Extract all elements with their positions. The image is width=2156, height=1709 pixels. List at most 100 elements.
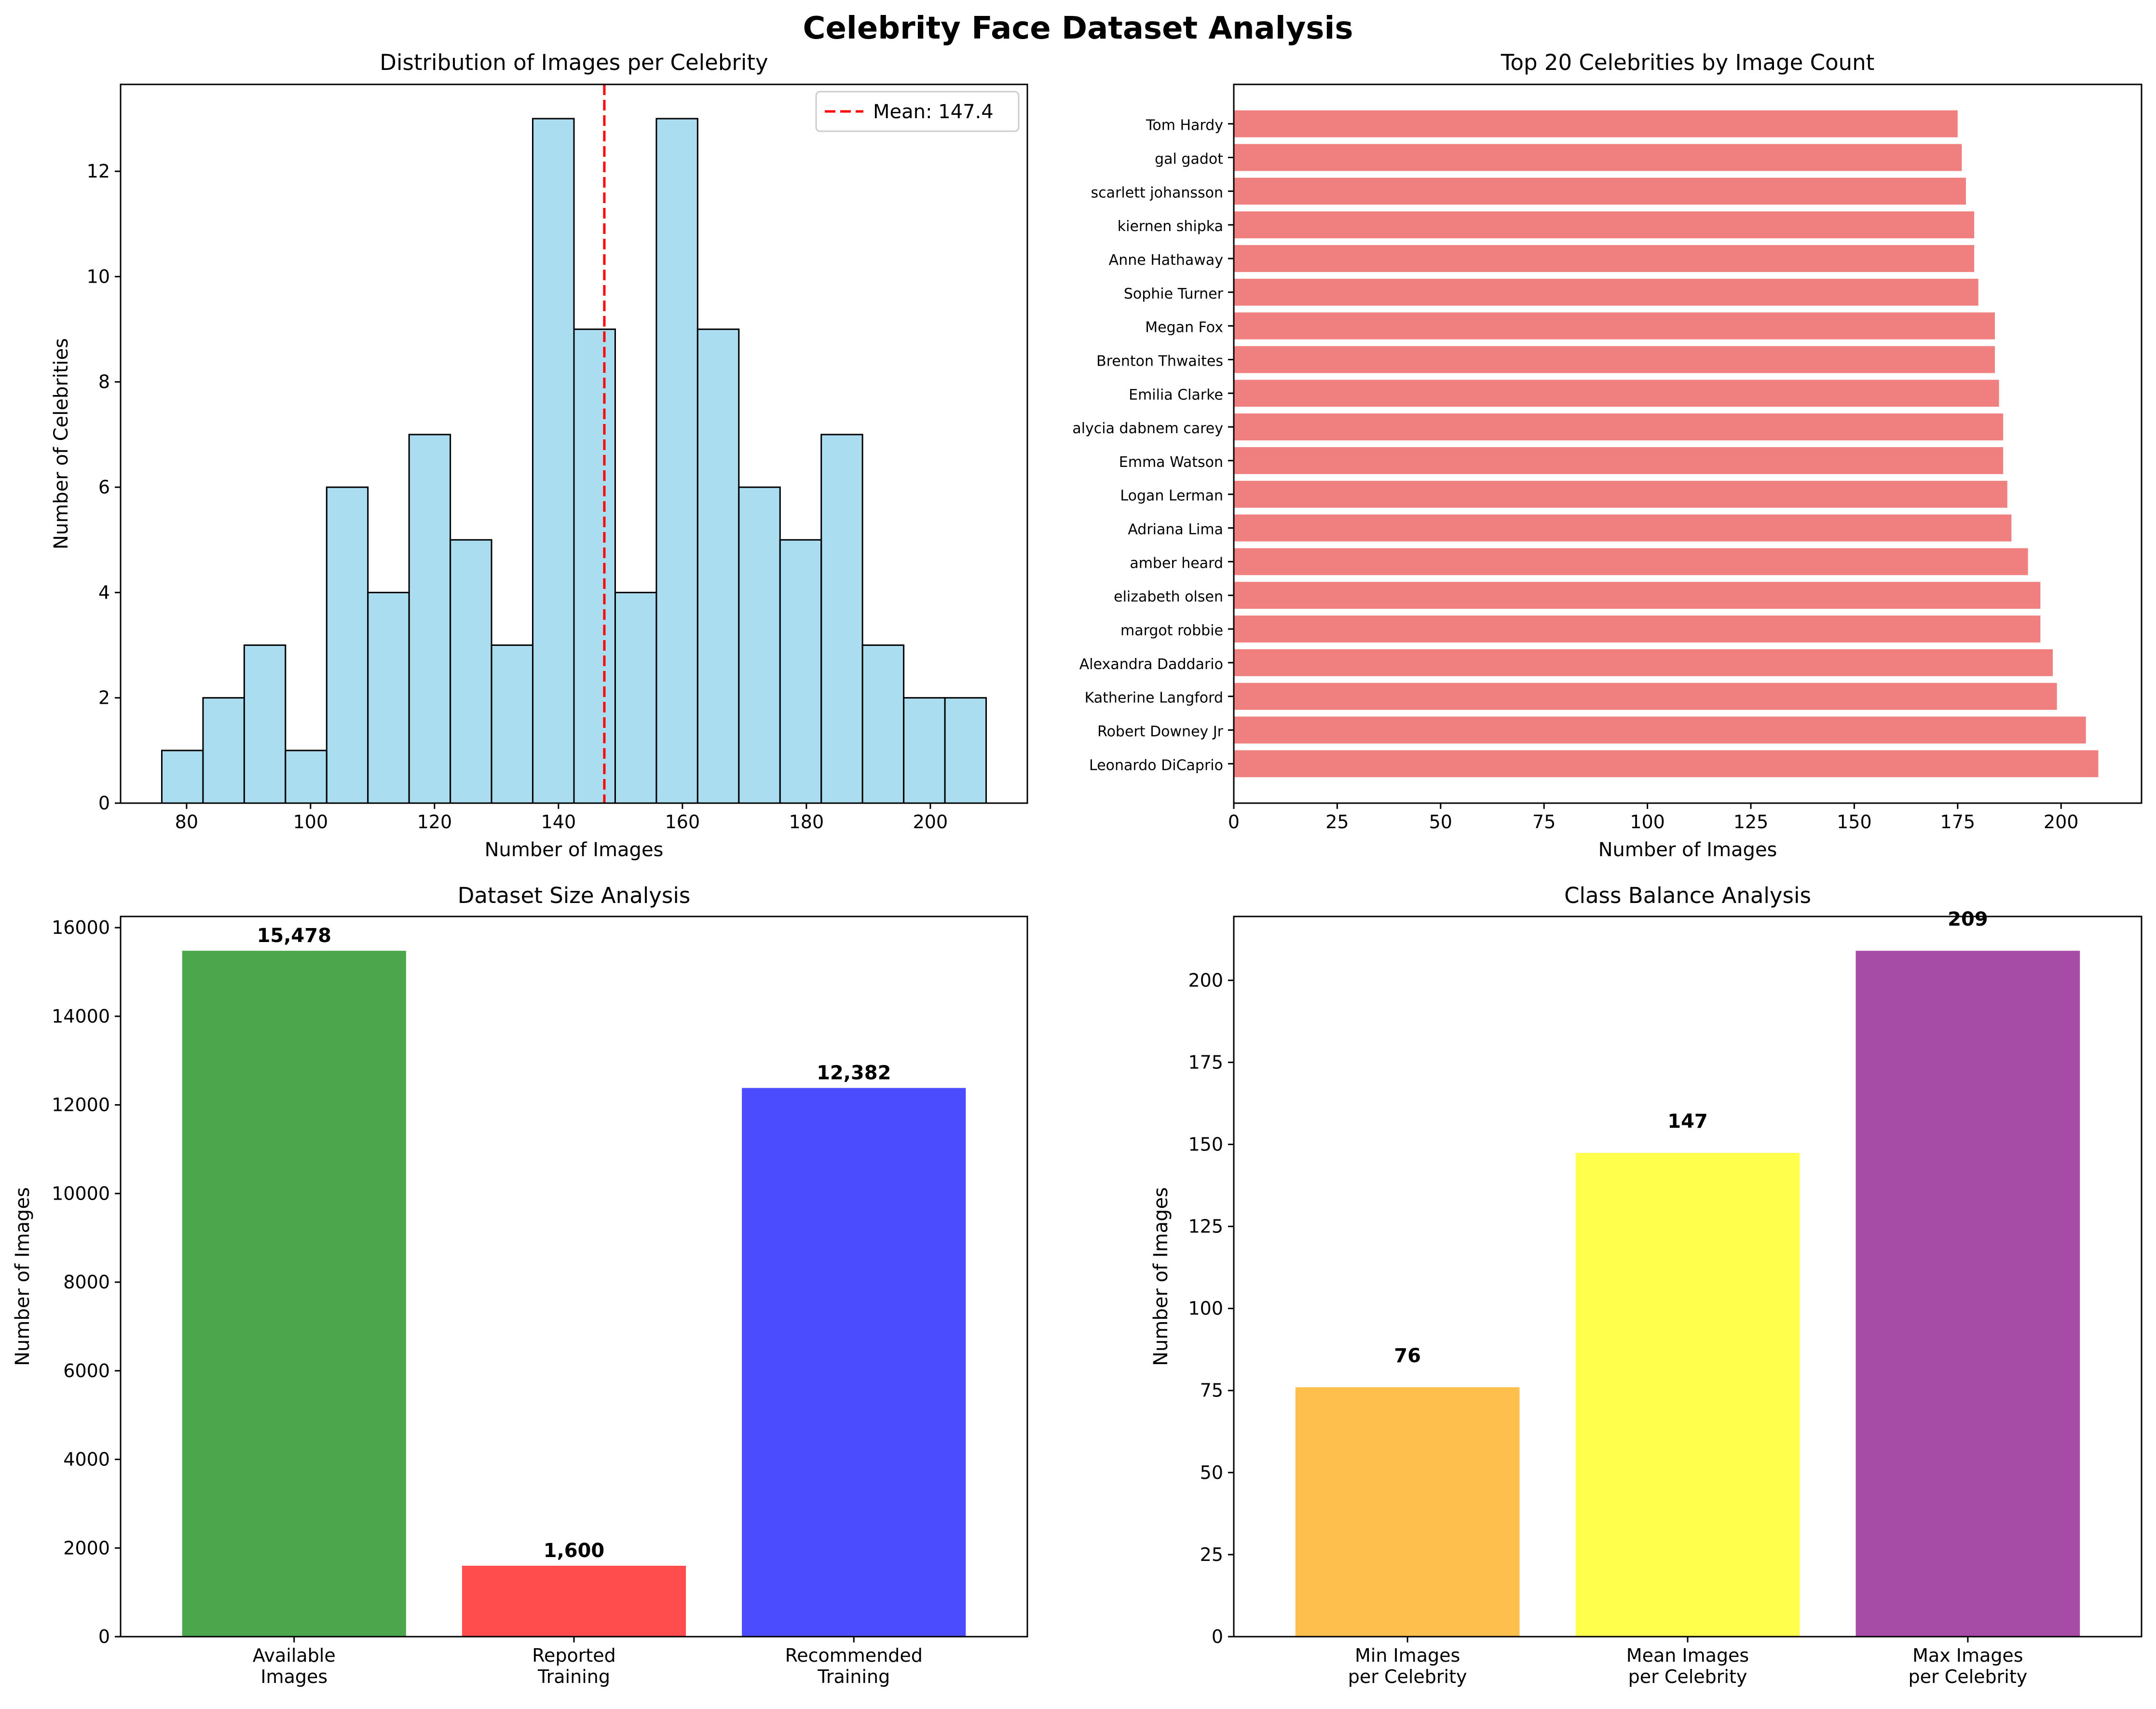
dataset-size-xtick: Reported Training: [532, 1645, 615, 1687]
class-balance-ytick: 150: [1188, 1134, 1223, 1155]
histogram-bar: [243, 644, 287, 804]
top20-xtick: 175: [1940, 811, 1976, 833]
histogram-ylabel: Number of Celebrities: [50, 338, 72, 549]
class-balance-bar: [1575, 1153, 1800, 1637]
top20-ytick: elizabeth olsen: [1114, 588, 1223, 605]
top20-bar: [1234, 649, 2053, 676]
top20-bar: [1234, 413, 2004, 441]
histogram-bar: [614, 591, 657, 804]
top20-bar: [1234, 615, 2041, 643]
dataset-size-bar: [742, 1088, 966, 1637]
top20-bar: [1234, 750, 2099, 778]
top20-ytick: Anne Hathaway: [1109, 252, 1223, 269]
top20-ytick: gal gadot: [1155, 151, 1223, 168]
class-balance-value-label: 76: [1394, 1345, 1421, 1367]
class-balance-xtick: Min Images per Celebrity: [1348, 1645, 1467, 1687]
histogram-bar: [161, 750, 204, 804]
histogram-ytick: 10: [87, 266, 110, 287]
class-balance-panel: Class Balance Analysis 76 147 209 0 25 50 75 100…: [1150, 883, 2142, 1687]
top20-ytick: Brenton Thwaites: [1096, 353, 1223, 369]
class-balance-ytick: 75: [1200, 1380, 1223, 1401]
top20-ytick: scarlett johansson: [1091, 184, 1223, 201]
histogram-bar: [903, 697, 946, 804]
histogram-bar: [285, 750, 327, 804]
top20-ytick: Robert Downey Jr: [1097, 723, 1224, 740]
histogram-bar: [408, 434, 451, 804]
histogram-xtick: 120: [417, 811, 452, 833]
top20-bar: [1234, 211, 1975, 239]
histogram-bar: [655, 118, 698, 804]
top20-bar: [1234, 380, 1999, 407]
top20-bar: [1234, 110, 1958, 137]
top20-xtick: 25: [1325, 811, 1349, 833]
top20-title: Top 20 Celebrities by Image Count: [1501, 50, 1875, 75]
histogram-bar: [944, 697, 987, 804]
top20-ytick: Emilia Clarke: [1129, 386, 1223, 403]
histogram-bar: [696, 328, 740, 804]
histogram-ytick: 6: [98, 477, 110, 498]
class-balance-value-label: 209: [1948, 908, 1988, 930]
top20-bar: [1234, 716, 2086, 744]
histogram-xtick: 180: [789, 811, 824, 833]
top20-xtick: 100: [1630, 811, 1665, 833]
top20-bar-panel: Top 20 Celebrities by Image Count Leonard…: [1072, 50, 2142, 861]
histogram-title: Distribution of Images per Celebrity: [380, 50, 768, 75]
top20-bar: [1234, 480, 2007, 508]
class-balance-ytick: 175: [1188, 1052, 1223, 1073]
top20-ytick: Alexandra Daddario: [1079, 656, 1223, 673]
top20-xtick: 150: [1837, 811, 1872, 833]
class-balance-value-label: 147: [1667, 1110, 1708, 1133]
top20-ytick: Adriana Lima: [1128, 521, 1223, 538]
top20-ytick: Katherine Langford: [1085, 690, 1223, 707]
dataset-size-value-label: 1,600: [544, 1540, 605, 1562]
class-balance-bar: [1295, 1387, 1520, 1637]
top20-bar: [1234, 144, 1962, 171]
top20-ytick: Emma Watson: [1119, 454, 1223, 471]
histogram-bar: [532, 118, 575, 804]
class-balance-ylabel: Number of Images: [1150, 1187, 1172, 1366]
dataset-size-value-label: 12,382: [817, 1062, 891, 1084]
histogram-bar: [491, 644, 534, 804]
histogram-ytick: 2: [98, 687, 110, 709]
top20-axes-frame: [1233, 83, 2142, 804]
top20-xlabel: Number of Images: [1598, 839, 1777, 861]
histogram-bar: [573, 328, 616, 804]
top20-bar: [1234, 683, 2057, 710]
dataset-size-xtick: Recommended Training: [785, 1645, 923, 1687]
class-balance-xtick: Mean Images per Celebrity: [1626, 1645, 1749, 1687]
histogram-bar: [779, 539, 822, 804]
histogram-xtick: 160: [665, 811, 700, 833]
top20-bar: [1234, 278, 1979, 306]
histogram-bar: [820, 434, 863, 804]
dataset-size-ytick: 2000: [63, 1537, 110, 1559]
dataset-size-title: Dataset Size Analysis: [458, 883, 691, 908]
top20-ytick: margot robbie: [1120, 622, 1223, 639]
histogram-ytick: 0: [98, 793, 110, 814]
top20-ytick: alycia dabnem carey: [1072, 420, 1223, 437]
histogram-bar: [450, 539, 492, 804]
class-balance-ytick: 100: [1188, 1298, 1223, 1319]
histogram-bar: [326, 486, 369, 804]
histogram-xtick: 80: [175, 811, 198, 833]
dataset-size-bar: [462, 1566, 686, 1637]
class-balance-bar: [1856, 951, 2080, 1637]
top20-bar: [1234, 312, 1995, 340]
histogram-bar: [202, 697, 245, 804]
dataset-size-panel: Dataset Size Analysis 15,478 1,600 12,382 0 2…: [12, 883, 1028, 1687]
top20-ytick: kiernen shipka: [1118, 218, 1223, 235]
top20-ytick: Logan Lerman: [1120, 488, 1223, 505]
figure-title: Celebrity Face Dataset Analysis: [803, 11, 1353, 46]
dataset-size-value-label: 15,478: [257, 925, 331, 947]
legend-mean-label: Mean: 147.4: [873, 101, 994, 123]
histogram-xtick: 140: [541, 811, 576, 833]
top20-bar: [1234, 582, 2041, 609]
histogram-ytick: 4: [98, 582, 110, 603]
top20-bar: [1234, 178, 1966, 205]
class-balance-ytick: 125: [1188, 1216, 1223, 1237]
histogram-xtick: 100: [293, 811, 328, 833]
top20-ytick: Sophie Turner: [1124, 286, 1224, 302]
dataset-size-ytick: 0: [98, 1626, 110, 1647]
class-balance-title: Class Balance Analysis: [1564, 883, 1811, 908]
dataset-size-ytick: 8000: [63, 1271, 110, 1293]
class-balance-ytick: 50: [1200, 1462, 1223, 1483]
